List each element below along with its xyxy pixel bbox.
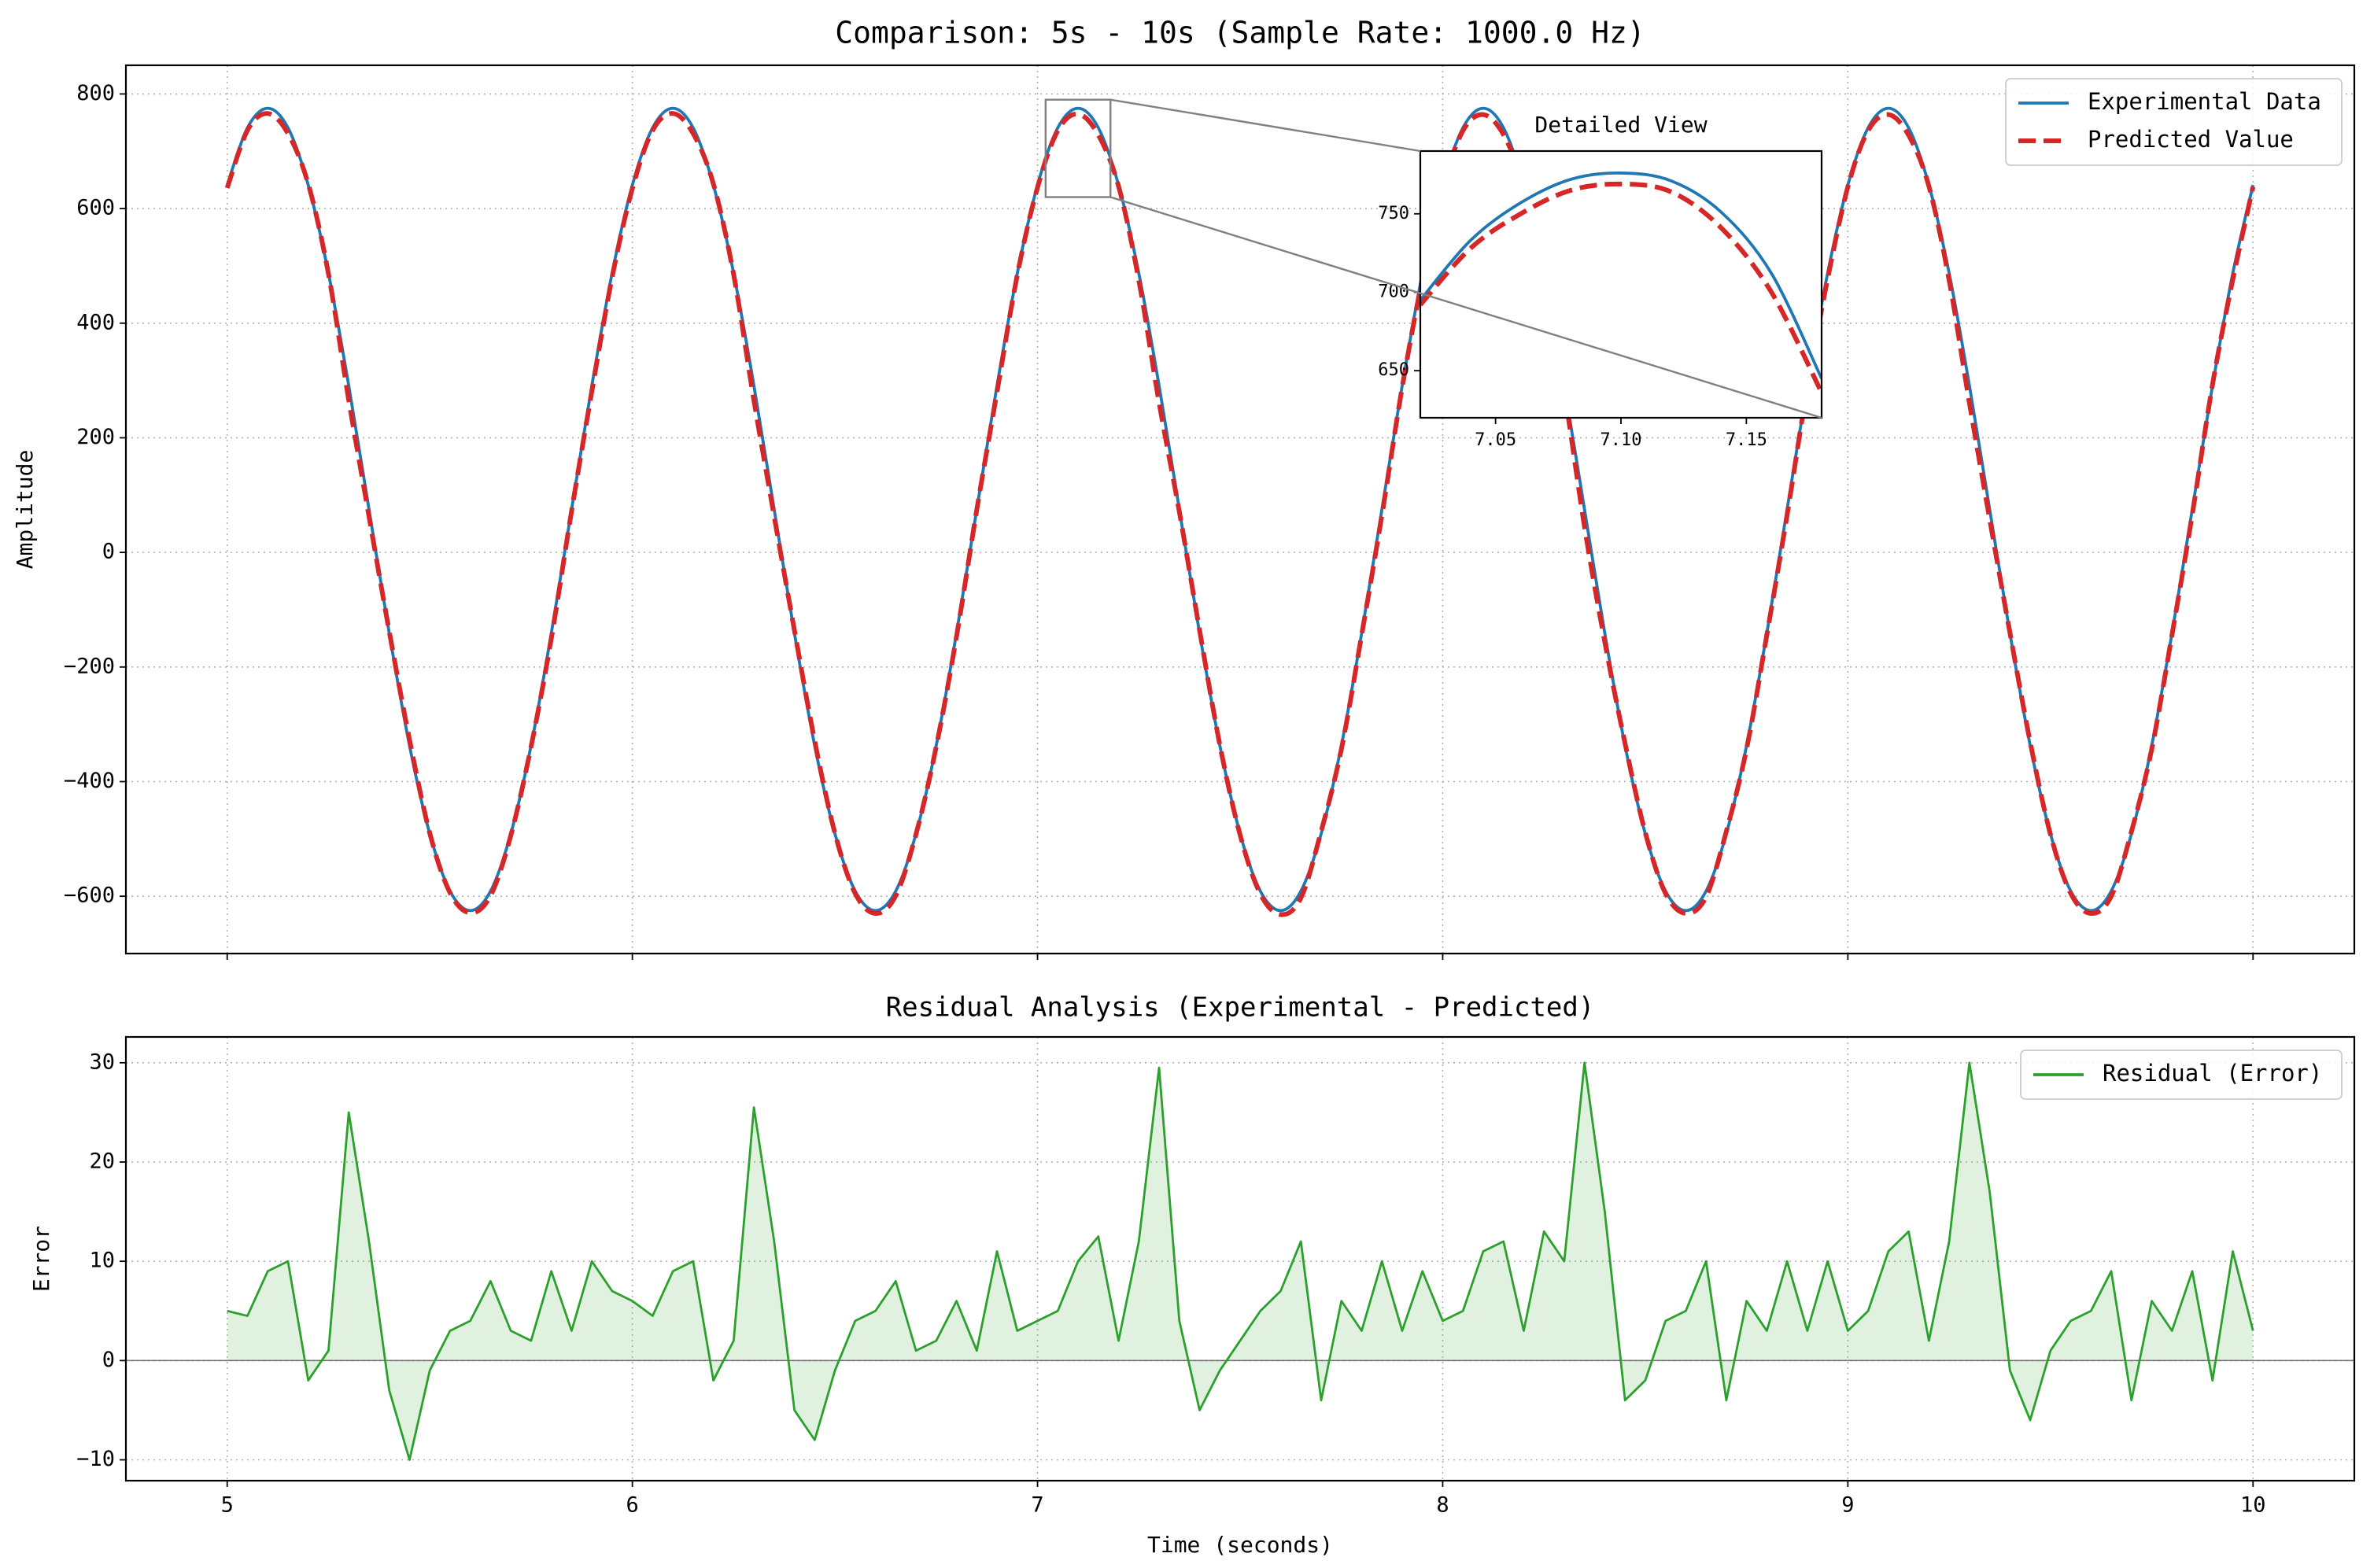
x-tick-label: 9	[1841, 1493, 1854, 1518]
plot-area	[224, 106, 2256, 917]
legend-label: Predicted Value	[2088, 126, 2294, 153]
axes-frame	[1419, 149, 1823, 419]
y-tick-label: −600	[64, 884, 115, 908]
axes-background	[1420, 151, 1822, 418]
axes: −600 −400 −200 0 200 400 600 800 Comparison: 5s …	[12, 16, 2356, 960]
axes-background	[126, 1037, 2354, 1481]
legend-box	[2020, 1050, 2343, 1100]
y-axis-label: Amplitude	[12, 450, 38, 570]
y-tick-label: 750	[1378, 204, 1409, 223]
x-tick-label: 5	[221, 1493, 234, 1518]
legend-label: Experimental Data	[2088, 88, 2321, 115]
y-tick-label: 10	[89, 1249, 115, 1273]
y-tick-label: −200	[64, 654, 115, 678]
x-tick-label: 7.15	[1726, 430, 1767, 450]
axes-title: Residual Analysis (Experimental - Predic…	[886, 992, 1595, 1024]
axes-background	[126, 65, 2354, 954]
series-line	[1420, 181, 1822, 394]
y-tick-label: 20	[89, 1149, 115, 1173]
axes-frame	[124, 1035, 2356, 1482]
y-tick-label: −400	[64, 769, 115, 793]
y-tick-label: 400	[76, 310, 115, 334]
y-axis-label: Error	[28, 1226, 54, 1292]
y-tick-label: 0	[102, 1348, 115, 1372]
axes-title: Comparison: 5s - 10s (Sample Rate: 1000.…	[835, 16, 1645, 50]
y-tick-label: 200	[76, 425, 115, 449]
y-tick-label: 0	[102, 540, 115, 564]
series-line	[1420, 171, 1822, 379]
axes: −10 0 10 20 30 5 6 7 8 9 10 Residual Analysis (Expe…	[28, 992, 2356, 1558]
x-tick-label: 7.05	[1475, 430, 1516, 450]
y-tick-label: −10	[76, 1447, 115, 1471]
axes-title: Detailed View	[1534, 112, 1707, 138]
plot-area	[1420, 171, 1822, 394]
x-tick-label: 8	[1436, 1493, 1449, 1518]
legend: Experimental Data Predicted Value	[2005, 78, 2343, 166]
y-tick-label: 600	[76, 196, 115, 220]
legend: Residual (Error)	[2020, 1050, 2343, 1100]
legend-box	[2005, 78, 2343, 166]
plot-area	[126, 1061, 2354, 1461]
x-tick-label: 7.10	[1601, 430, 1642, 450]
y-tick-label: 30	[89, 1050, 115, 1074]
y-tick-label: 800	[76, 81, 115, 105]
legend-label: Residual (Error)	[2103, 1060, 2322, 1087]
x-axis-label: Time (seconds)	[1147, 1532, 1333, 1558]
zoom-connector	[1110, 98, 1421, 153]
x-tick-label: 7	[1031, 1493, 1043, 1518]
x-tick-label: 6	[626, 1493, 639, 1518]
zoom-region	[1044, 98, 1112, 198]
x-tick-label: 10	[2240, 1493, 2266, 1518]
series-line	[224, 111, 2256, 917]
residual-line	[227, 1061, 2254, 1461]
axes-frame	[124, 64, 2356, 955]
zoom-connector	[1109, 196, 1822, 419]
y-tick-label: 650	[1378, 360, 1409, 380]
